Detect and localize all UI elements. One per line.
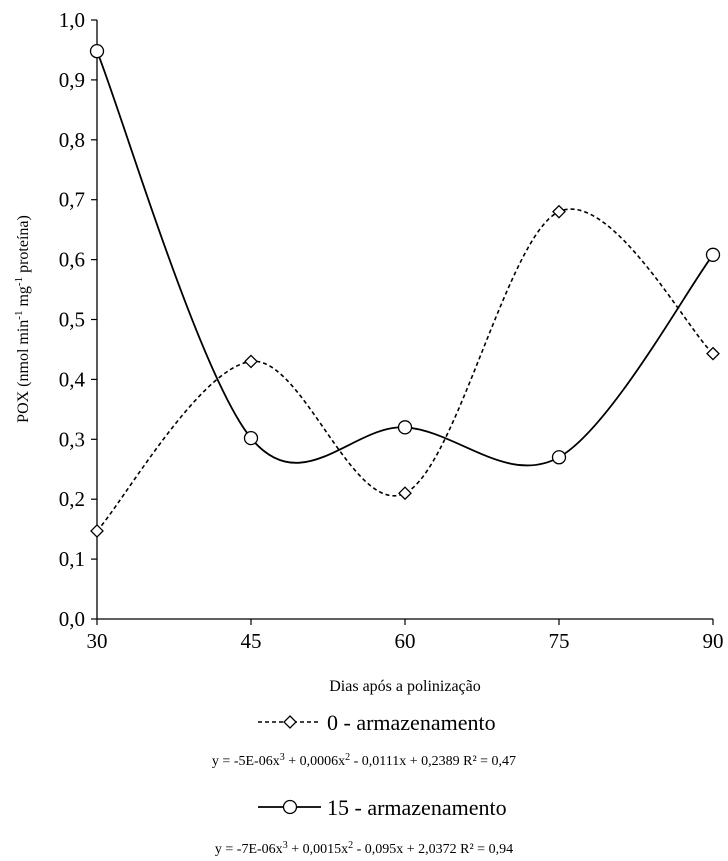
- y-axis-title-main: POX (nmol min: [15, 320, 32, 423]
- data-point-diamond: [398, 486, 412, 501]
- data-point-circle: [705, 247, 721, 262]
- data-point-diamond: [706, 346, 720, 361]
- equation-1-exp3: 3: [283, 840, 288, 851]
- legend-1-circle-icon: [282, 799, 298, 815]
- data-point-circle: [397, 420, 413, 435]
- y-tick-label: 0,3: [59, 427, 85, 451]
- equation-0: y = -5E-06x3 + 0,0006x2 - 0,0111x + 0,23…: [212, 752, 516, 769]
- series-0-armazenamento: [90, 204, 720, 538]
- y-axis-title-mid: mg: [15, 286, 32, 310]
- x-tick-label: 30: [87, 629, 108, 653]
- equation-0-suffix: - 0,0111x + 0,2389 R² = 0,47: [350, 754, 516, 769]
- y-tick-label: 0,6: [59, 248, 85, 272]
- series-line: [96, 208, 714, 532]
- legend-1-label: 15 - armazenamento: [327, 795, 507, 820]
- y-tick-label: 0,5: [59, 308, 85, 332]
- y-tick-label: 1,0: [59, 8, 85, 32]
- data-point-diamond: [244, 354, 258, 369]
- tick-labels: 0,0 0,1 0,2 0,3 0,4 0,5 0,6 0,7 0,8 0,9 1,0 30 45 60 7…: [59, 8, 724, 653]
- data-point-diamond: [552, 204, 566, 219]
- equation-0-exp3: 3: [280, 752, 285, 763]
- y-tick-label: 0,9: [59, 68, 85, 92]
- x-tick-label: 75: [549, 629, 570, 653]
- legend-entry-0: 0 - armazenamento: [258, 710, 496, 735]
- data-point-diamond: [90, 524, 104, 538]
- y-tick-label: 0,0: [59, 607, 85, 631]
- y-tick-label: 0,7: [59, 188, 85, 212]
- y-axis-title-sup1: -1: [13, 311, 25, 320]
- y-axis-title-sup2: -1: [13, 277, 25, 286]
- data-point-circle: [89, 43, 105, 59]
- data-point-circle: [551, 450, 567, 465]
- y-axis-title-end: proteína): [15, 215, 32, 277]
- series-line: [96, 50, 714, 467]
- x-tick-label: 45: [241, 629, 262, 653]
- equation-0-mid: + 0,0006x: [285, 754, 345, 769]
- equation-1-suffix: - 0,095x + 2,0372 R² = 0,94: [353, 842, 513, 857]
- equation-1-mid: + 0,0015x: [288, 842, 348, 857]
- y-tick-label: 0,4: [59, 367, 86, 391]
- series-15-armazenamento: [89, 43, 721, 467]
- y-tick-label: 0,8: [59, 128, 85, 152]
- data-point-circle: [243, 430, 259, 446]
- equation-1: y = -7E-06x3 + 0,0015x2 - 0,095x + 2,037…: [215, 840, 513, 857]
- x-axis-title: Dias após a polinização: [329, 678, 481, 695]
- y-tick-label: 0,1: [59, 547, 85, 571]
- y-axis-title: POX (nmol min-1 mg-1 proteína): [13, 215, 32, 423]
- tick-marks: [91, 19, 714, 625]
- equation-0-exp2: 2: [345, 752, 350, 763]
- legend-0-label: 0 - armazenamento: [327, 710, 496, 735]
- equation-1-prefix: y = -7E-06x: [215, 842, 283, 857]
- x-tick-label: 90: [703, 629, 724, 653]
- legend-entry-1: 15 - armazenamento: [258, 795, 507, 820]
- x-tick-label: 60: [395, 629, 416, 653]
- equation-0-prefix: y = -5E-06x: [212, 754, 280, 769]
- legend-0-diamond-icon: [283, 715, 297, 729]
- y-tick-label: 0,2: [59, 487, 85, 511]
- equation-1-exp2: 2: [348, 840, 353, 851]
